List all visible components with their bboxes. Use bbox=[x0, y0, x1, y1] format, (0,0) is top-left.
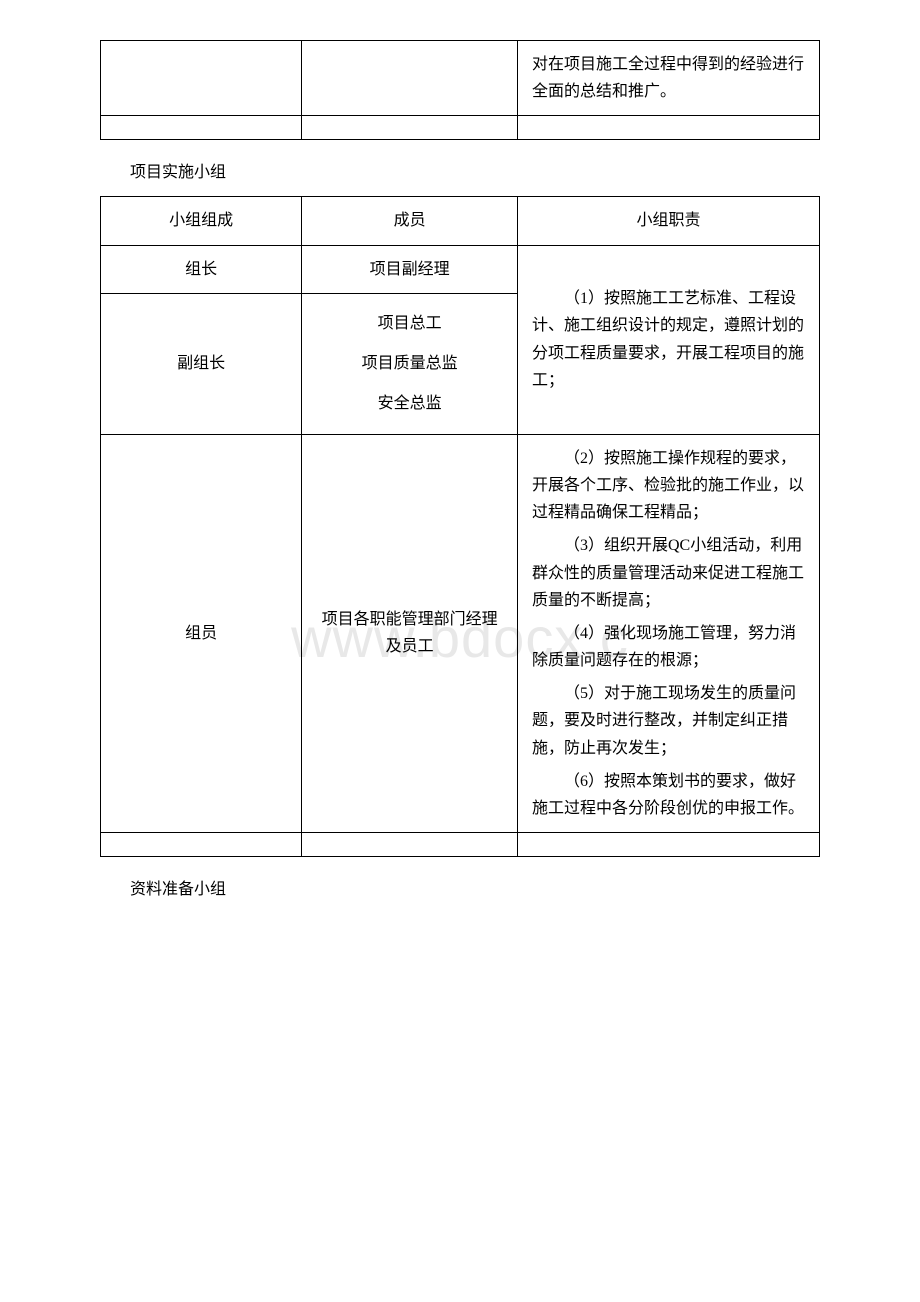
section-title-1: 项目实施小组 bbox=[130, 158, 820, 182]
table-row-empty bbox=[101, 116, 820, 140]
table-project-team: 小组组成 成员 小组职责 组长 项目副经理 （1）按照施工工艺标准、工程设计、施… bbox=[100, 196, 820, 857]
table-row-empty bbox=[101, 833, 820, 857]
cell-member-list: 项目各职能管理部门经理及员工 bbox=[302, 434, 518, 832]
document-content: 对在项目施工全过程中得到的经验进行全面的总结和推广。 项目实施小组 小组组成 成… bbox=[100, 40, 820, 899]
cell-empty bbox=[302, 833, 518, 857]
duty-text-5: （5）对于施工现场发生的质量问题，要及时进行整改，并制定纠正措施，防止再次发生； bbox=[532, 680, 805, 762]
table-row: 组长 项目副经理 （1）按照施工工艺标准、工程设计、施工组织设计的规定，遵照计划… bbox=[101, 245, 820, 293]
header-col2: 成员 bbox=[302, 197, 518, 245]
cell-empty bbox=[101, 833, 302, 857]
duty-text-4: （4）强化现场施工管理，努力消除质量问题存在的根源； bbox=[532, 620, 805, 674]
table-row: 对在项目施工全过程中得到的经验进行全面的总结和推广。 bbox=[101, 41, 820, 116]
duty-text-3: （3）组织开展QC小组活动，利用群众性的质量管理活动来促进工程施工质量的不断提高… bbox=[532, 532, 805, 614]
cell-deputy-members: 项目总工 项目质量总监 安全总监 bbox=[302, 293, 518, 434]
cell-remainder: 对在项目施工全过程中得到的经验进行全面的总结和推广。 bbox=[518, 41, 820, 116]
cell-leader: 组长 bbox=[101, 245, 302, 293]
cell-empty bbox=[302, 41, 518, 116]
deputy-line3: 安全总监 bbox=[378, 395, 442, 412]
cell-deputy: 副组长 bbox=[101, 293, 302, 434]
header-col3: 小组职责 bbox=[518, 197, 820, 245]
cell-empty bbox=[518, 116, 820, 140]
cell-empty bbox=[518, 833, 820, 857]
header-col1: 小组组成 bbox=[101, 197, 302, 245]
cell-empty bbox=[302, 116, 518, 140]
deputy-line2: 项目质量总监 bbox=[362, 355, 458, 372]
table-fragment-top: 对在项目施工全过程中得到的经验进行全面的总结和推广。 bbox=[100, 40, 820, 140]
duty-text-1: （1）按照施工工艺标准、工程设计、施工组织设计的规定，遵照计划的分项工程质量要求… bbox=[532, 285, 805, 394]
cell-leader-member: 项目副经理 bbox=[302, 245, 518, 293]
deputy-line1: 项目总工 bbox=[378, 315, 442, 332]
duty-text-2: （2）按照施工操作规程的要求，开展各个工序、检验批的施工作业，以过程精品确保工程… bbox=[532, 445, 805, 527]
cell-empty bbox=[101, 116, 302, 140]
cell-empty bbox=[101, 41, 302, 116]
table-row: 组员 项目各职能管理部门经理及员工 （2）按照施工操作规程的要求，开展各个工序、… bbox=[101, 434, 820, 832]
duty-text-6: （6）按照本策划书的要求，做好施工过程中各分阶段创优的申报工作。 bbox=[532, 768, 805, 822]
section-title-2: 资料准备小组 bbox=[130, 875, 820, 899]
cell-duties-rest: （2）按照施工操作规程的要求，开展各个工序、检验批的施工作业，以过程精品确保工程… bbox=[518, 434, 820, 832]
cell-member: 组员 bbox=[101, 434, 302, 832]
table-header-row: 小组组成 成员 小组职责 bbox=[101, 197, 820, 245]
cell-duty-1: （1）按照施工工艺标准、工程设计、施工组织设计的规定，遵照计划的分项工程质量要求… bbox=[518, 245, 820, 434]
